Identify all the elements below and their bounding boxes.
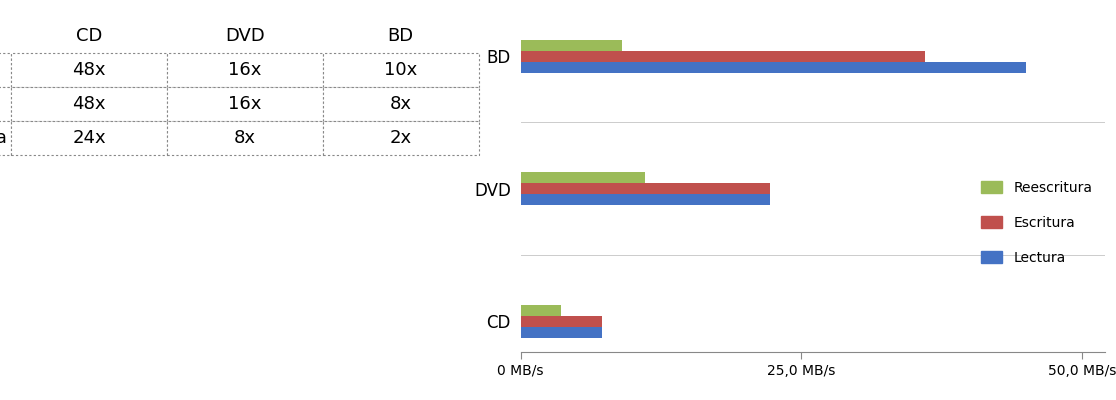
Bar xyxy=(520,40,622,51)
Bar xyxy=(520,62,1027,73)
Legend: Reescritura, Escritura, Lectura: Reescritura, Escritura, Lectura xyxy=(975,176,1098,270)
Bar xyxy=(520,183,770,194)
Bar xyxy=(520,194,770,205)
Bar xyxy=(520,51,925,62)
Bar xyxy=(520,327,602,338)
Bar xyxy=(520,172,645,183)
Bar xyxy=(520,304,561,316)
Bar xyxy=(520,316,602,327)
